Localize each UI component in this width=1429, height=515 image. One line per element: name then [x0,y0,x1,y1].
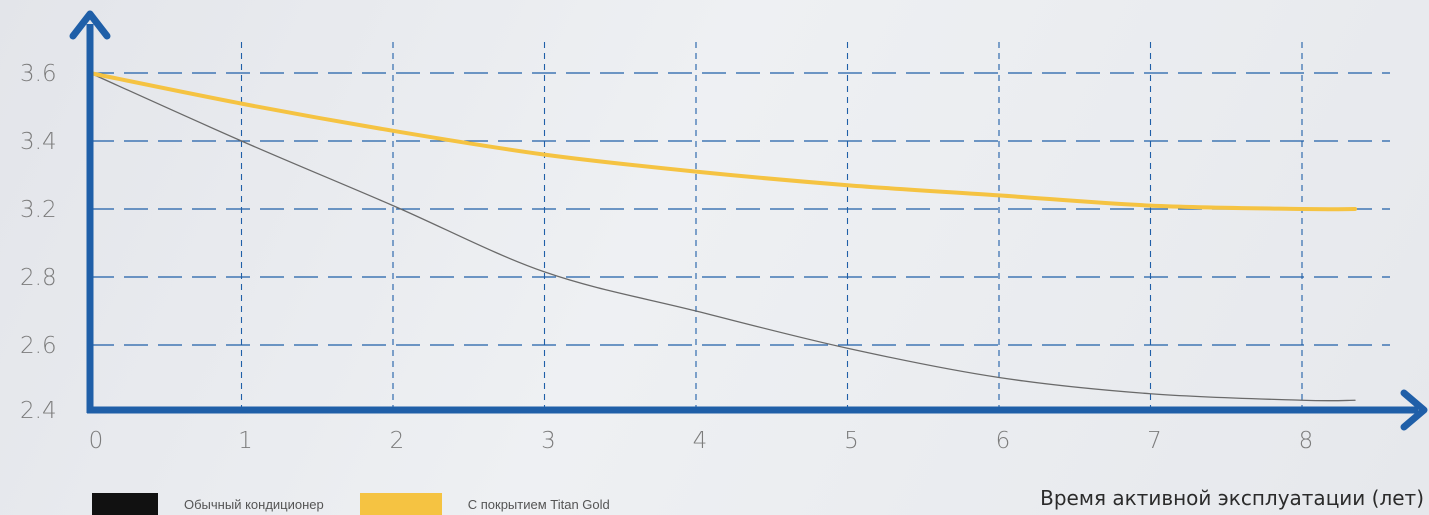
series-line-regular [89,72,1356,402]
x-tick-label: 4 [693,428,708,454]
y-tick-label: 2.8 [20,265,57,291]
y-tick-label: 3.2 [20,197,57,223]
x-tick-label: 0 [89,428,104,454]
series-line-titan-gold [88,71,1358,212]
legend-label-titan-gold: С покрытием Titan Gold [467,496,610,512]
legend-item-regular: Обычный кондиционер [92,493,324,515]
series-layer [88,71,1358,402]
legend-swatch-regular [92,493,158,515]
grid-lines [90,42,1390,410]
legend-item-titan-gold: С покрытием Titan Gold [359,493,610,515]
legend-swatch-titan-gold [359,493,442,515]
legend-label-regular: Обычный кондиционер [184,496,324,512]
y-tick-label: 2.4 [20,398,57,424]
x-tick-label: 1 [238,428,253,454]
x-axis-label: Время активной эксплуатации (лет) [1040,486,1424,510]
legend: Обычный кондиционер С покрытием Titan Go… [92,493,628,515]
x-tick-label: 7 [1147,428,1162,454]
y-tick-label: 2.6 [20,333,57,359]
x-tick-label: 8 [1299,428,1314,454]
y-tick-label: 3.4 [20,129,57,155]
y-axis-arrow [69,10,111,40]
x-tick-label: 3 [541,428,556,454]
x-tick-label: 5 [844,428,859,454]
x-tick-label: 6 [996,428,1011,454]
tick-labels: 2.4 2.6 2.8 3.2 3.4 3.6 0 1 2 3 4 5 6 7 8 [20,61,1313,454]
axes [69,10,1428,431]
y-tick-label: 3.6 [20,61,57,87]
x-tick-label: 2 [390,428,405,454]
x-axis-arrow [1400,389,1428,431]
